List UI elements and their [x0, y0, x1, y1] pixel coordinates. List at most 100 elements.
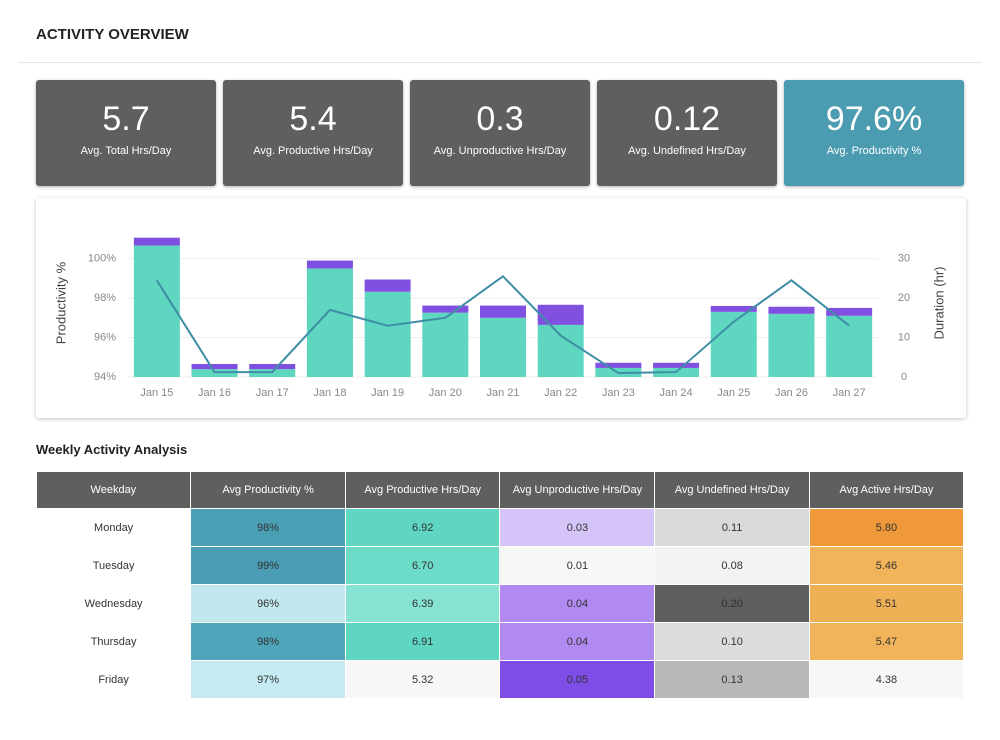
column-header: Avg Productivity % — [190, 472, 346, 509]
header-row: Weekday Avg Productivity % Avg Productive … — [36, 472, 965, 509]
table-cell: 0.08 — [654, 546, 810, 585]
kpi-label: Avg. Productive Hrs/Day — [253, 145, 373, 157]
x-tick-label: Jan 21 — [486, 387, 519, 399]
table-cell: Wednesday — [35, 584, 192, 623]
table-cell: Friday — [35, 660, 192, 699]
bar-segment — [249, 363, 296, 370]
kpi-label: Avg. Productivity % — [826, 145, 922, 157]
table-row: Wednesday 96% 6.39 0.04 0.20 5.51 — [35, 584, 965, 623]
table-row: Tuesday 99% 6.70 0.01 0.08 5.46 — [35, 546, 965, 585]
table-cell: 98% — [190, 508, 346, 547]
kpi-label: Avg. Unproductive Hrs/Day — [433, 145, 567, 157]
kpi-card: 0.12 Avg. Undefined Hrs/Day — [597, 80, 777, 186]
table-cell: 6.91 — [344, 622, 501, 661]
y-tick-label: 98% — [94, 292, 116, 304]
bar-segment — [826, 307, 873, 316]
table-cell: 99% — [190, 546, 346, 585]
table-cell: 0.10 — [654, 622, 810, 661]
table-cell: 0.11 — [654, 508, 810, 547]
table-cell: 97% — [190, 660, 346, 699]
x-tick-label: Jan 23 — [602, 387, 635, 399]
kpi-value: 0.12 — [653, 100, 721, 138]
bar-segment — [537, 324, 584, 377]
bar-segment — [133, 237, 180, 246]
table-cell: 5.32 — [344, 660, 501, 699]
table-cell: 5.80 — [808, 508, 965, 547]
kpi-card: 97.6% Avg. Productivity % — [784, 80, 964, 186]
kpi-label: Avg. Total Hrs/Day — [80, 145, 172, 157]
x-tick-label: Jan 15 — [140, 387, 173, 399]
x-tick-label: Jan 24 — [660, 387, 693, 399]
kpi-label: Avg. Undefined Hrs/Day — [628, 145, 746, 157]
y-tick-label: 94% — [94, 371, 116, 383]
y2-tick-label: 0 — [901, 371, 907, 383]
bar-segment — [306, 260, 353, 269]
divider — [18, 62, 982, 63]
kpi-value: 5.7 — [102, 100, 150, 138]
bar-segment — [133, 245, 180, 377]
bar-segment — [768, 313, 815, 377]
kpi-card: 0.3 Avg. Unproductive Hrs/Day — [410, 80, 590, 186]
kpi-value: 97.6% — [825, 100, 923, 138]
bar-segment — [537, 304, 584, 325]
page-title: ACTIVITY OVERVIEW — [36, 26, 189, 43]
bar-segment — [422, 305, 469, 313]
table-cell: 5.47 — [808, 622, 965, 661]
x-tick-label: Jan 22 — [544, 387, 577, 399]
x-tick-label: Jan 16 — [198, 387, 231, 399]
bar-segment — [768, 306, 815, 314]
line — [155, 275, 850, 375]
table-cell: 4.38 — [808, 660, 965, 699]
table-title: Weekly Activity Analysis — [36, 442, 188, 457]
y-axis-title: Productivity % — [53, 261, 68, 344]
table-cell: Tuesday — [35, 546, 192, 585]
table-cell: 0.20 — [654, 584, 810, 623]
table-cell: 96% — [190, 584, 346, 623]
x-tick-label: Jan 27 — [833, 387, 866, 399]
table-cell: 5.46 — [808, 546, 965, 585]
table-cell: 6.70 — [344, 546, 501, 585]
table-cell: 6.92 — [344, 508, 501, 547]
kpi-value: 5.4 — [289, 100, 337, 138]
column-header: Avg Active Hrs/Day — [809, 472, 965, 509]
bar-segment — [595, 362, 642, 368]
kpi-value: 0.3 — [476, 100, 524, 138]
column-header: Avg Unproductive Hrs/Day — [499, 472, 656, 509]
bar-segment — [653, 362, 700, 368]
y2-axis-title: Duration (hr) — [931, 267, 946, 340]
column-header: Avg Productive Hrs/Day — [345, 472, 501, 509]
bar-segment — [364, 291, 411, 377]
bar-segment — [364, 279, 411, 292]
table-cell: 0.04 — [499, 622, 656, 661]
bar-segment — [306, 268, 353, 377]
column-header: Weekday — [36, 472, 192, 509]
table-row: Friday 97% 5.32 0.05 0.13 4.38 — [35, 660, 965, 699]
chart-card: 94% 96% 98% 100% 0 10 20 30 Productivity % Durati… — [36, 198, 966, 418]
x-tick-label: Jan 26 — [775, 387, 808, 399]
table: Weekday Avg Productivity % Avg Productive … — [35, 472, 965, 699]
y-tick-label: 96% — [94, 331, 116, 343]
kpi-card: 5.4 Avg. Productive Hrs/Day — [223, 80, 403, 186]
bar-segment — [191, 363, 238, 370]
bar-segment — [422, 312, 469, 377]
column-header: Avg Undefined Hrs/Day — [654, 472, 810, 509]
table-cell: Thursday — [35, 622, 192, 661]
x-tick-label: Jan 17 — [256, 387, 289, 399]
table-cell: 0.03 — [499, 508, 656, 547]
kpi-card: 5.7 Avg. Total Hrs/Day — [36, 80, 216, 186]
table-cell: 0.04 — [499, 584, 656, 623]
table-cell: 0.13 — [654, 660, 810, 699]
table-cell: 0.01 — [499, 546, 656, 585]
table-cell: Monday — [35, 508, 192, 547]
table-row: Thursday 98% 6.91 0.04 0.10 5.47 — [35, 622, 965, 661]
x-tick-label: Jan 20 — [429, 387, 462, 399]
chart: 94% 96% 98% 100% 0 10 20 30 Productivity % Durati… — [53, 237, 946, 399]
bar-segment — [480, 317, 526, 377]
y2-tick-label: 20 — [898, 292, 910, 304]
y-tick-label: 100% — [88, 253, 116, 265]
table-cell: 5.51 — [808, 584, 965, 623]
bar-segment — [480, 305, 526, 318]
y2-tick-label: 10 — [898, 331, 910, 343]
table-cell: 0.05 — [499, 660, 656, 699]
